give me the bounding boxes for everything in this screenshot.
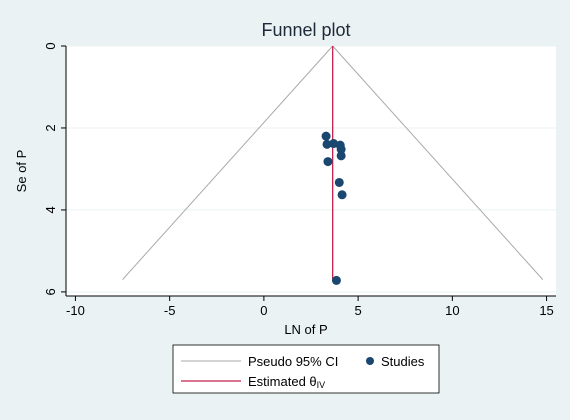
study-point-0 [321, 131, 331, 141]
study-point-4 [336, 144, 346, 154]
legend-label-estimate: Estimated θIV [248, 374, 325, 390]
pseudo-ci-right-line [332, 45, 544, 280]
study-point-7 [334, 177, 344, 187]
study-point-6 [323, 157, 333, 167]
study-point-5 [336, 151, 346, 161]
x-axis: -10 -5 0 5 10 15 [66, 295, 556, 318]
y-tick-label-1: 2 [43, 124, 58, 131]
x-axis-label: LN of P [284, 322, 327, 337]
legend-label-estimate-subscript: IV [317, 380, 326, 390]
study-point-9 [331, 275, 341, 285]
study-points [321, 131, 347, 285]
legend-box [172, 344, 440, 394]
plot-area [66, 46, 556, 296]
y-axis-label: Se of P [14, 150, 29, 193]
x-tick-label-4: 10 [445, 303, 459, 318]
study-point-8 [337, 190, 347, 200]
legend-label-studies: Studies [381, 354, 425, 369]
y-tick-label-2: 4 [43, 206, 58, 213]
y-tick-label-3: 6 [43, 288, 58, 295]
legend-label-pseudo-ci: Pseudo 95% CI [248, 354, 338, 369]
y-tick-label-0: 0 [43, 42, 58, 49]
legend-symbol-studies [366, 357, 374, 365]
x-tick-label-1: -5 [164, 303, 176, 318]
legend-label-estimate-main: Estimated θ [248, 374, 317, 389]
x-tick-label-0: -10 [66, 303, 85, 318]
y-axis: 0 2 4 6 [43, 42, 67, 296]
x-tick-label-3: 5 [354, 303, 361, 318]
grid-lines [66, 45, 556, 293]
x-tick-label-5: 15 [539, 303, 553, 318]
legend: Pseudo 95% CI Studies Estimated θIV [172, 344, 440, 394]
pseudo-ci-lines [122, 45, 544, 280]
x-tick-label-2: 0 [260, 303, 267, 318]
chart-title: Funnel plot [261, 20, 350, 40]
pseudo-ci-left-line [122, 45, 334, 280]
study-point-1 [322, 139, 332, 149]
